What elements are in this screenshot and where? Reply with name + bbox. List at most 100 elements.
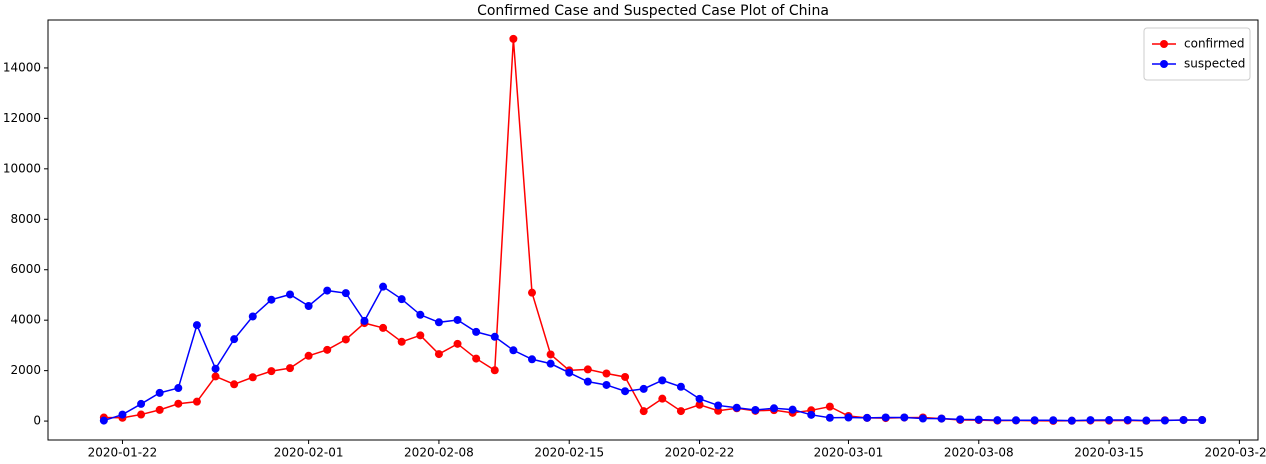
point [397,337,406,346]
point [565,368,574,377]
point [546,350,555,359]
point [1142,416,1151,425]
point [956,415,965,424]
point [341,289,350,298]
point [155,388,164,397]
point [844,413,853,422]
point [211,372,220,381]
y-tick-label: 10000 [3,161,41,175]
point [695,400,704,409]
point [360,316,369,325]
series-line [103,38,1203,422]
y-tick-label: 8000 [10,212,41,226]
point [751,406,760,415]
point [807,410,816,419]
y-tick-label: 14000 [3,60,41,74]
point [583,377,592,386]
point [323,345,332,354]
point [137,399,146,408]
point [453,315,462,324]
x-tick-label: 2020-01-22 [88,446,158,460]
x-tick-label: 2020-02-15 [534,446,604,460]
point [1160,416,1169,425]
point [137,410,146,419]
point [546,359,555,368]
point [304,302,313,311]
x-tick-label: 2020-02-01 [274,446,344,460]
point [397,295,406,304]
y-tick-label: 2000 [10,363,41,377]
point [993,416,1002,425]
point [434,318,443,327]
point [490,366,499,375]
point [602,369,611,378]
point [267,295,276,304]
point [583,365,592,374]
point [1086,416,1095,425]
point [695,394,704,403]
point [639,407,648,416]
plot-frame [47,19,1259,441]
legend-label: suspected [1184,57,1245,71]
point [416,310,425,319]
point [937,414,946,423]
point [453,339,462,348]
point [490,332,499,341]
point [472,327,481,336]
point [267,367,276,376]
point [1049,416,1058,425]
point [286,290,294,299]
point [434,350,443,359]
point [881,413,890,422]
point [900,413,909,422]
point [770,404,778,413]
point [676,382,685,391]
legend-marker [1160,60,1168,68]
point [416,331,425,340]
x-tick-label: 2020-03-22 [1205,446,1266,460]
point [825,402,834,411]
point [248,373,257,382]
point [192,321,201,330]
point [621,372,630,381]
series-line [103,285,1203,422]
point [714,401,723,410]
point [286,364,294,373]
point [1012,416,1020,425]
y-tick-label: 0 [33,414,41,428]
point [676,407,685,416]
y-tick-label: 12000 [3,111,41,125]
x-tick-label: 2020-02-08 [404,446,474,460]
point [379,323,388,332]
point [341,335,350,344]
point [509,34,518,43]
point [639,384,648,393]
point [304,351,313,360]
point [528,355,536,364]
point [323,286,332,295]
point [1030,416,1039,425]
point [509,346,518,355]
point [1105,416,1114,425]
chart-title: Confirmed Case and Suspected Case Plot o… [477,3,829,19]
point [211,364,220,373]
point [118,410,127,419]
point [192,397,201,406]
point [974,415,983,424]
point [248,312,257,321]
point [230,380,239,389]
point [658,376,667,385]
y-tick-label: 4000 [10,313,41,327]
point [788,405,797,414]
x-tick-label: 2020-03-15 [1074,446,1144,460]
point [528,288,536,297]
point [602,380,611,389]
point [174,384,183,393]
point [863,413,872,422]
point [658,394,667,403]
point [732,403,741,412]
point [472,354,481,363]
legend-marker [1160,40,1168,48]
point [230,335,239,344]
